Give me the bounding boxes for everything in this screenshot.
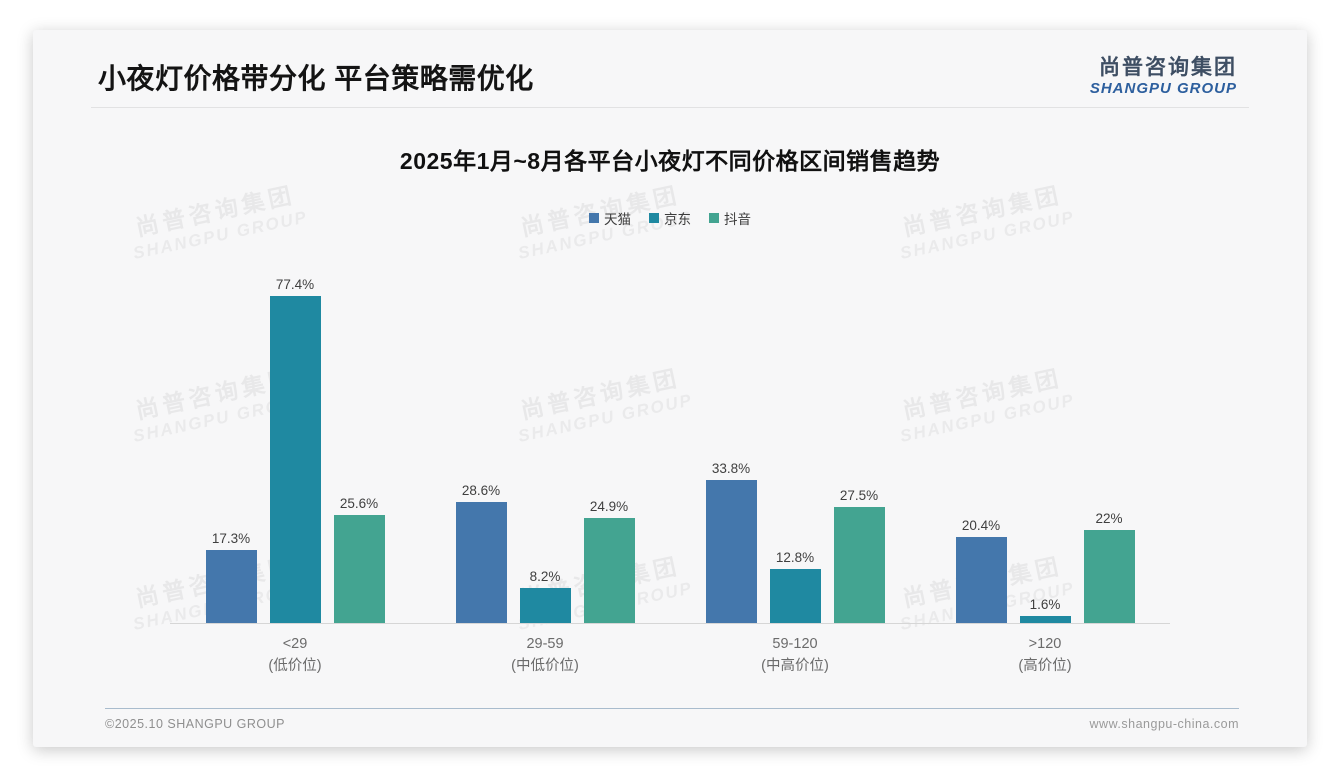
bar-抖音-29-59: [583, 518, 635, 624]
logo-cn-text: 尚普咨询集团: [1099, 56, 1237, 79]
bar-group: 33.8% 12.8% 27.5% 59-120 (中高价位): [670, 294, 920, 678]
category-label: 29-59 (中低价位): [420, 634, 670, 678]
chart-plot: 17.3% 77.4% 25.6% <29 (低价位) 28.6% 8.2% 24.9% 29-…: [170, 277, 1170, 678]
category-label: <29 (低价位): [170, 634, 420, 678]
bar-wrap: 17.3%: [205, 531, 257, 624]
footer-copyright: ©2025.10 SHANGPU GROUP: [105, 717, 285, 731]
chart-area: 2025年1月~8月各平台小夜灯不同价格区间销售趋势 天猫 京东 抖音 17.3% 7…: [33, 142, 1307, 678]
bar-wrap: 24.9%: [583, 499, 635, 624]
category-range: >120: [1028, 636, 1062, 653]
bar-group-bars: 17.3% 77.4% 25.6%: [170, 277, 420, 625]
bar-value-label: 1.6%: [1029, 597, 1061, 613]
bar-京东-59-120: [769, 569, 821, 624]
bar-天猫->120: [955, 537, 1007, 624]
category-tier: (高价位): [1018, 658, 1072, 675]
bar-wrap: 8.2%: [519, 569, 571, 624]
bar-value-label: 25.6%: [339, 496, 379, 512]
category-range: 59-120: [772, 636, 818, 653]
bar-天猫-<29: [205, 550, 257, 624]
bar-京东->120: [1019, 616, 1071, 624]
bar-value-label: 17.3%: [211, 531, 251, 547]
bar-value-label: 12.8%: [775, 550, 815, 566]
bar-value-label: 77.4%: [275, 277, 315, 293]
logo-en-text: SHANGPU GROUP: [1089, 80, 1237, 98]
category-tier: (中低价位): [511, 658, 579, 675]
category-tier: (低价位): [268, 658, 322, 675]
header: 小夜灯价格带分化 平台策略需优化 尚普咨询集团 SHANGPU GROUP: [33, 30, 1307, 107]
category-range: <29: [282, 636, 308, 653]
header-divider: [91, 107, 1249, 109]
bar-天猫-29-59: [455, 502, 507, 624]
bar-group: 17.3% 77.4% 25.6% <29 (低价位): [170, 277, 420, 678]
legend-item: 京东: [649, 208, 691, 228]
bar-wrap: 27.5%: [833, 488, 885, 624]
bar-wrap: 33.8%: [705, 461, 757, 624]
bar-wrap: 12.8%: [769, 550, 821, 624]
legend-label: 抖音: [724, 212, 751, 228]
legend-label: 天猫: [604, 212, 631, 228]
footer-divider: [105, 708, 1239, 709]
bar-天猫-59-120: [705, 480, 757, 624]
bar-value-label: 33.8%: [711, 461, 751, 477]
bar-京东-29-59: [519, 588, 571, 624]
bar-group-bars: 20.4% 1.6% 22%: [920, 294, 1170, 625]
bar-value-label: 24.9%: [589, 499, 629, 515]
slide-card: 尚普咨询集团 SHANGPU GROUP 尚普咨询集团 SHANGPU GROUP 尚普…: [33, 30, 1307, 747]
bar-value-label: 22%: [1095, 511, 1123, 527]
company-logo: 尚普咨询集团 SHANGPU GROUP: [1090, 56, 1249, 97]
bar-group-bars: 28.6% 8.2% 24.9%: [420, 294, 670, 625]
footer: ©2025.10 SHANGPU GROUP www.shangpu-china…: [33, 708, 1307, 747]
bar-value-label: 20.4%: [961, 518, 1001, 534]
bar-京东-<29: [269, 296, 321, 624]
bar-wrap: 22%: [1083, 511, 1135, 624]
bar-wrap: 1.6%: [1019, 597, 1071, 624]
bar-value-label: 8.2%: [529, 569, 561, 585]
chart-legend: 天猫 京东 抖音: [33, 208, 1307, 228]
bar-抖音-<29: [333, 515, 385, 624]
bar-wrap: 77.4%: [269, 277, 321, 624]
category-tier: (中高价位): [761, 658, 829, 675]
legend-item: 抖音: [709, 208, 751, 228]
bar-wrap: 25.6%: [333, 496, 385, 624]
bar-抖音->120: [1083, 530, 1135, 624]
chart-title: 2025年1月~8月各平台小夜灯不同价格区间销售趋势: [399, 148, 941, 175]
category-range: 29-59: [526, 636, 564, 653]
bar-group: 28.6% 8.2% 24.9% 29-59 (中低价位): [420, 294, 670, 678]
bar-value-label: 27.5%: [839, 488, 879, 504]
bar-wrap: 28.6%: [455, 483, 507, 624]
legend-swatch-icon: [649, 213, 659, 224]
bar-group-bars: 33.8% 12.8% 27.5%: [670, 294, 920, 625]
bar-wrap: 20.4%: [955, 518, 1007, 624]
bar-value-label: 28.6%: [461, 483, 501, 499]
bar-抖音-59-120: [833, 507, 885, 624]
legend-swatch-icon: [709, 213, 719, 224]
legend-item: 天猫: [589, 208, 631, 228]
category-label: 59-120 (中高价位): [670, 634, 920, 678]
footer-website: www.shangpu-china.com: [1089, 717, 1239, 731]
legend-label: 京东: [664, 212, 691, 228]
bar-group: 20.4% 1.6% 22% >120 (高价位): [920, 294, 1170, 678]
page-title: 小夜灯价格带分化 平台策略需优化: [98, 63, 534, 95]
legend-swatch-icon: [589, 213, 599, 224]
category-label: >120 (高价位): [920, 634, 1170, 678]
